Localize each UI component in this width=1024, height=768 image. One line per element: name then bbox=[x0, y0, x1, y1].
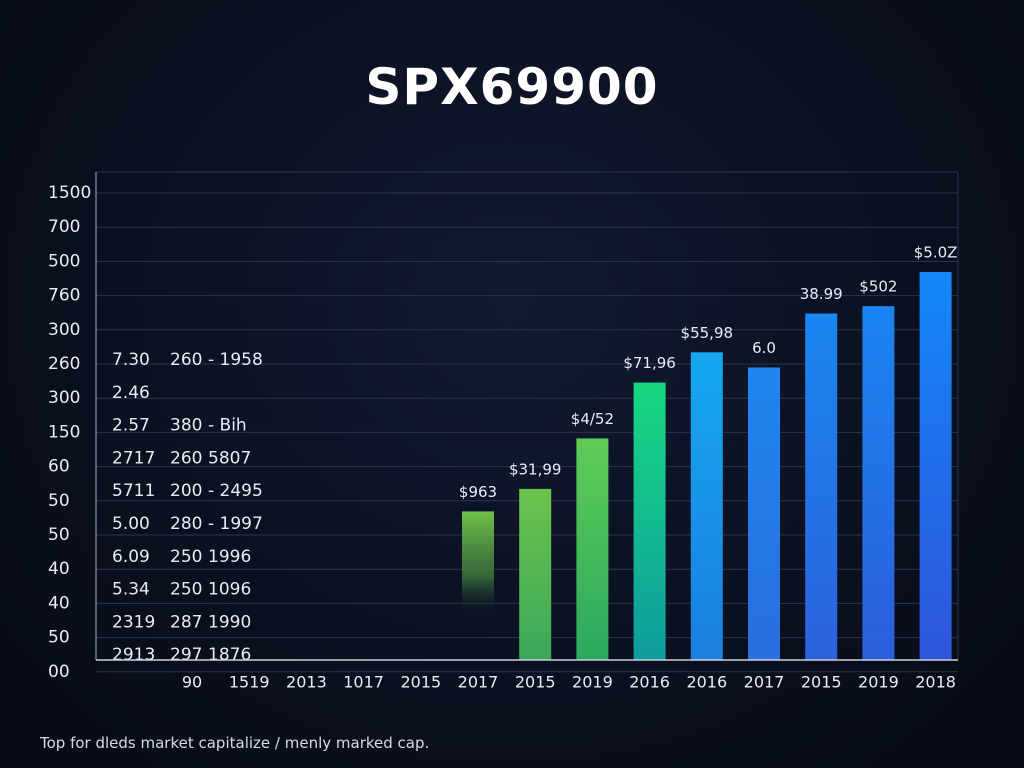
x-tick-label: 1519 bbox=[229, 673, 270, 692]
table-cell: 200 bbox=[170, 481, 202, 501]
y-tick-label: 150 bbox=[48, 422, 80, 442]
table-cell: 5807 bbox=[208, 448, 251, 468]
x-tick-label: 2017 bbox=[458, 673, 499, 692]
bar bbox=[690, 352, 723, 660]
y-tick-label: 300 bbox=[48, 388, 80, 408]
table-cell: 2319 bbox=[112, 612, 155, 632]
bar-value-label: $963 bbox=[459, 483, 497, 501]
y-tick-label: 50 bbox=[48, 525, 70, 545]
x-tick-label: 2015 bbox=[515, 673, 556, 692]
bar bbox=[519, 488, 552, 660]
table-cell: 287 bbox=[170, 612, 202, 632]
bar bbox=[862, 306, 895, 660]
y-tick-label: 50 bbox=[48, 628, 70, 648]
table-cell: 280 bbox=[170, 514, 202, 534]
bar-value-label: $55,98 bbox=[681, 324, 734, 342]
y-tick-label: 300 bbox=[48, 320, 80, 340]
y-tick-label: 700 bbox=[48, 217, 80, 237]
bar bbox=[805, 313, 838, 660]
y-tick-label: 1500 bbox=[48, 183, 91, 203]
table-cell: 1096 bbox=[208, 580, 251, 600]
x-tick-label: 2018 bbox=[915, 673, 956, 692]
y-tick-label: 50 bbox=[48, 491, 70, 511]
bar bbox=[576, 438, 609, 660]
table-cell: 260 bbox=[170, 350, 202, 370]
bar bbox=[748, 367, 780, 660]
bar bbox=[633, 382, 666, 660]
bars-layer bbox=[462, 272, 952, 660]
x-tick-label: 2015 bbox=[400, 673, 441, 692]
table-cell: 5.34 bbox=[112, 580, 150, 600]
side-table: 7.30 260 - 1958 2.46 2.57 380 - Bih 2717 260 5807… bbox=[112, 350, 263, 665]
table-cell: 2717 bbox=[112, 448, 155, 468]
table-cell: 2913 bbox=[112, 645, 155, 665]
axis-layer: 1500 700 500 760 300 260 300 150 60 50 50 40 40 50 00 9… bbox=[48, 172, 958, 692]
table-cell: 6.09 bbox=[112, 547, 150, 567]
y-tick-label: 00 bbox=[48, 662, 70, 682]
bar-value-label: $502 bbox=[859, 278, 897, 296]
y-tick-label: 760 bbox=[48, 286, 80, 306]
bar-value-label: 38.99 bbox=[800, 285, 843, 303]
x-tick-label: 2013 bbox=[286, 673, 327, 692]
y-tick-label: 500 bbox=[48, 251, 80, 271]
table-cell: 5.00 bbox=[112, 514, 150, 534]
y-tick-label: 40 bbox=[48, 593, 70, 613]
bar-value-label: 6.0 bbox=[752, 339, 776, 357]
table-cell: 250 bbox=[170, 547, 202, 567]
y-tick-label: 60 bbox=[48, 457, 70, 477]
table-cell: 250 bbox=[170, 580, 202, 600]
x-tick-label: 2016 bbox=[629, 673, 670, 692]
bar-value-label: $31,99 bbox=[509, 460, 562, 478]
table-cell: - 1997 bbox=[208, 514, 263, 534]
table-cell: 1990 bbox=[208, 612, 251, 632]
x-tick-label: 2015 bbox=[801, 673, 842, 692]
table-cell: 297 bbox=[170, 645, 202, 665]
bar-value-label: $71,96 bbox=[623, 354, 676, 372]
x-tick-label: 2019 bbox=[572, 673, 613, 692]
x-tick-label: 2016 bbox=[686, 673, 727, 692]
x-tick-label: 2017 bbox=[744, 673, 785, 692]
y-tick-label: 260 bbox=[48, 354, 80, 374]
table-cell: - 1958 bbox=[208, 350, 263, 370]
footnote: Top for dleds market capitalize / menly … bbox=[40, 734, 430, 752]
table-cell: - 2495 bbox=[208, 481, 263, 501]
table-cell: 380 bbox=[170, 416, 202, 436]
table-cell: 5711 bbox=[112, 481, 155, 501]
table-cell: 1876 bbox=[208, 645, 251, 665]
bar bbox=[919, 272, 952, 660]
table-cell: - Bih bbox=[208, 416, 247, 436]
data-labels: $963 $31,99 $4/52 $71,96 $55,98 6.0 38.99 $502 $… bbox=[459, 244, 958, 501]
bar-value-label: $4/52 bbox=[571, 410, 614, 428]
x-tick-label: 1017 bbox=[343, 673, 384, 692]
table-cell: 2.46 bbox=[112, 383, 150, 403]
table-cell: 260 bbox=[170, 448, 202, 468]
y-tick-label: 40 bbox=[48, 559, 70, 579]
table-cell: 7.30 bbox=[112, 350, 150, 370]
bar bbox=[462, 511, 494, 630]
table-cell: 1996 bbox=[208, 547, 251, 567]
bar-value-label: $5.0Z bbox=[914, 244, 958, 262]
table-cell: 2.57 bbox=[112, 416, 150, 436]
x-tick-label: 90 bbox=[182, 673, 202, 692]
chart-title: SPX69900 bbox=[365, 58, 659, 116]
x-tick-label: 2019 bbox=[858, 673, 899, 692]
